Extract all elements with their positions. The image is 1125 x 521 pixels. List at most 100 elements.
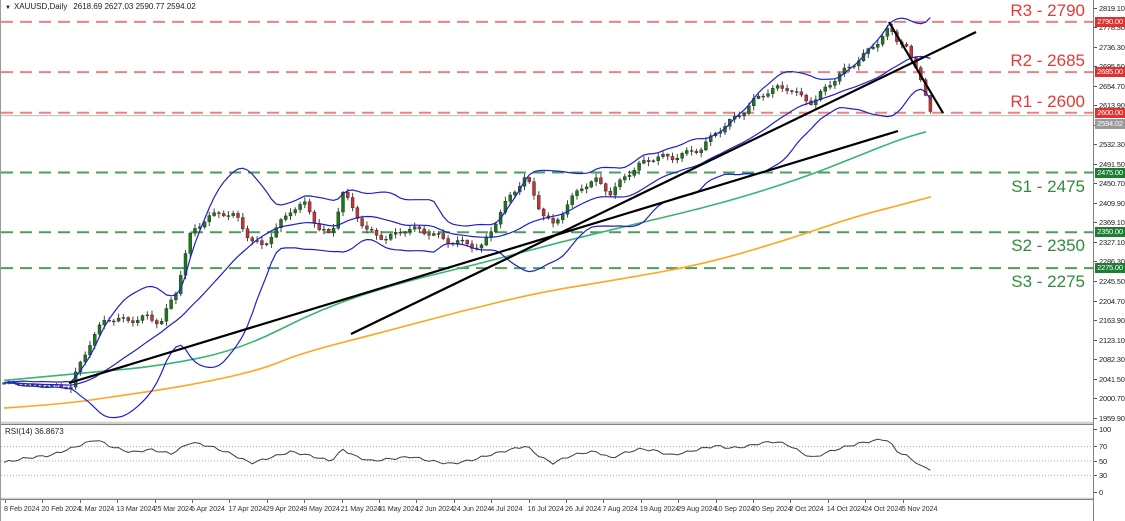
price-tick: 2000.70 — [1094, 394, 1125, 403]
resistance-label-r2: R2 - 2685 — [1010, 51, 1085, 70]
support-price-badge: 2350.00 — [1095, 227, 1125, 238]
price-tick: 2204.70 — [1094, 297, 1125, 306]
price-tick: 1959.90 — [1094, 414, 1125, 423]
date-label: 14 Oct 2024 — [826, 504, 865, 513]
price-tick: 2532.30 — [1094, 140, 1125, 149]
date-tick — [753, 500, 754, 503]
descending-break-line[interactable] — [888, 21, 944, 114]
chart-collapse-icon[interactable]: ▼ — [5, 5, 11, 11]
fast-ma-line[interactable] — [3, 131, 927, 382]
date-tick — [603, 500, 605, 503]
steep-ascending-trendline[interactable] — [350, 31, 977, 335]
resistance-price-badge: 2685.00 — [1095, 67, 1125, 78]
date-tick — [192, 500, 193, 503]
price-tick: 2082.30 — [1094, 355, 1125, 364]
date-tick — [341, 500, 343, 503]
date-tick — [416, 500, 418, 503]
resistance-price-badge: 2790.00 — [1095, 16, 1125, 27]
support-label-s3: S3 - 2275 — [1011, 272, 1085, 291]
price-tick: 2491.50 — [1094, 160, 1125, 169]
date-tick — [827, 500, 829, 503]
resistance-price-badge: 2600.00 — [1095, 107, 1125, 118]
date-label: 4 Jul 2024 — [490, 504, 523, 513]
date-label: 21 May 2024 — [340, 504, 382, 513]
date-label: 1 Mar 2024 — [78, 504, 115, 513]
date-tick — [640, 500, 642, 503]
date-tick — [865, 500, 867, 503]
bollinger-upper-band[interactable] — [3, 17, 931, 384]
price-tick: 2778.30 — [1094, 23, 1125, 32]
price-tick: 2163.90 — [1094, 316, 1125, 325]
date-label: 5 Nov 2024 — [901, 504, 938, 513]
ohlc-values: 2618.69 2627.03 2590.77 2594.02 — [73, 2, 196, 11]
date-label: 20 Feb 2024 — [41, 504, 81, 513]
date-label: 29 Apr 2024 — [265, 504, 304, 513]
price-tick: 2695.50 — [1094, 62, 1125, 71]
date-tick — [491, 500, 493, 503]
bollinger-middle-band[interactable] — [3, 55, 931, 386]
price-tick: 2613.90 — [1094, 101, 1125, 110]
rsi-tick: 0 — [1094, 488, 1103, 497]
panel-divider-bottom[interactable] — [1, 497, 1125, 500]
support-price-badge: 2475.00 — [1095, 167, 1125, 178]
resistance-label-r3: R3 - 2790 — [1010, 1, 1085, 20]
date-tick — [566, 500, 567, 503]
rsi-indicator-label: RSI(14) 36.8673 — [5, 427, 64, 436]
price-tick: 2450.70 — [1094, 179, 1125, 188]
date-tick — [453, 500, 455, 503]
date-tick — [528, 500, 530, 503]
price-tick: 2409.90 — [1094, 199, 1125, 208]
date-tick — [902, 500, 904, 503]
date-tick — [790, 500, 792, 503]
date-tick — [266, 500, 268, 503]
chart-title: ▼ XAUUSD,Daily 2618.69 2627.03 2590.77 259… — [5, 2, 196, 11]
date-tick — [715, 500, 717, 503]
date-tick — [42, 500, 44, 503]
price-tick: 2123.10 — [1094, 336, 1125, 345]
date-label: 25 Mar 2024 — [153, 504, 193, 513]
date-label: 20 Sep 2024 — [752, 504, 792, 513]
date-tick — [379, 500, 380, 503]
rsi-tick: 70 — [1094, 442, 1107, 451]
price-tick: 2736.30 — [1094, 43, 1125, 52]
date-label: 2 Oct 2024 — [789, 504, 824, 513]
price-axis[interactable]: 2819.10 2778.30 2736.30 2695.50 2654.70 2613.… — [1093, 0, 1125, 521]
rsi-tick: 50 — [1094, 457, 1107, 466]
date-label: 12 Jun 2024 — [415, 504, 454, 513]
support-label-s1: S1 - 2475 — [1011, 177, 1085, 196]
slow-ma-line[interactable] — [3, 196, 932, 409]
date-tick — [117, 500, 119, 503]
long-ascending-trendline[interactable] — [68, 129, 899, 385]
bollinger-lower-band[interactable] — [3, 88, 931, 419]
date-label: 24 Jun 2024 — [452, 504, 492, 513]
rsi-line[interactable] — [3, 438, 931, 471]
panel-divider-top[interactable] — [1, 421, 1125, 425]
price-tick: 2286.30 — [1094, 257, 1125, 266]
date-tick — [229, 500, 231, 503]
rsi-tick: 30 — [1094, 471, 1107, 480]
date-tick — [154, 500, 156, 503]
date-label: 19 Aug 2024 — [639, 504, 680, 513]
date-label: 16 Jul 2024 — [527, 504, 564, 513]
date-label: 31 May 2024 — [378, 504, 419, 513]
date-tick — [79, 500, 81, 503]
price-tick: 2369.10 — [1094, 218, 1125, 227]
date-axis[interactable]: 8 Feb 2024 20 Feb 2024 1 Mar 2024 13 Mar 20… — [1, 500, 1093, 521]
support-price-badge: 2275.00 — [1095, 263, 1125, 274]
price-tick: 2819.10 — [1094, 4, 1125, 13]
price-tick: 2041.50 — [1094, 375, 1125, 384]
date-label: 7 Aug 2024 — [602, 504, 638, 513]
resistance-label-r1: R1 - 2600 — [1010, 92, 1085, 111]
current-price-badge: 2594.02 — [1095, 118, 1125, 129]
date-label: 10 Sep 2024 — [714, 504, 755, 513]
date-label: 8 Feb 2024 — [4, 504, 40, 513]
date-label: 24 Oct 2024 — [864, 504, 903, 513]
date-tick — [304, 500, 306, 503]
support-label-s2: S2 - 2350 — [1011, 236, 1085, 255]
price-tick: 2654.70 — [1094, 82, 1125, 91]
date-tick — [678, 500, 680, 503]
date-label: 17 Apr 2024 — [228, 504, 267, 513]
candlestick-series[interactable] — [2, 23, 933, 394]
